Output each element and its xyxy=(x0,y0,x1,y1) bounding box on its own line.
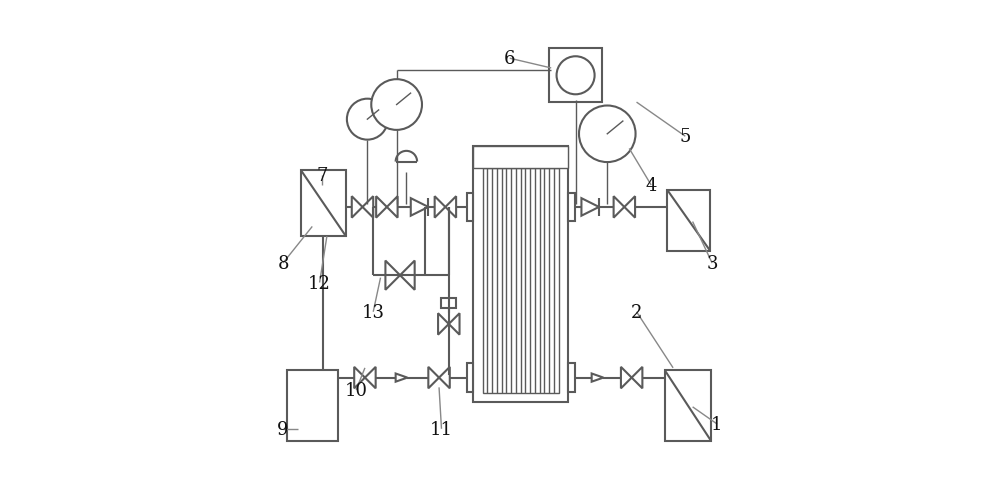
Text: 11: 11 xyxy=(430,420,453,438)
Polygon shape xyxy=(385,261,400,290)
Text: 2: 2 xyxy=(631,303,642,321)
Polygon shape xyxy=(365,367,376,388)
Circle shape xyxy=(371,80,422,131)
Text: 10: 10 xyxy=(345,381,368,399)
Polygon shape xyxy=(396,374,407,382)
Text: 8: 8 xyxy=(277,254,289,272)
Text: 1: 1 xyxy=(711,415,723,433)
Polygon shape xyxy=(624,197,635,218)
Bar xyxy=(467,364,473,392)
Text: 4: 4 xyxy=(645,177,657,195)
Polygon shape xyxy=(411,199,428,216)
Bar xyxy=(473,147,568,402)
Text: 3: 3 xyxy=(706,254,718,272)
Text: 13: 13 xyxy=(362,303,385,321)
Text: 9: 9 xyxy=(277,420,289,438)
Polygon shape xyxy=(376,197,387,218)
Bar xyxy=(549,49,602,103)
Bar xyxy=(483,168,559,393)
Polygon shape xyxy=(387,197,398,218)
Polygon shape xyxy=(400,261,415,290)
Polygon shape xyxy=(621,367,632,388)
Polygon shape xyxy=(449,314,460,335)
Polygon shape xyxy=(614,197,624,218)
Circle shape xyxy=(579,106,636,163)
Bar xyxy=(441,299,456,308)
Text: 7: 7 xyxy=(316,167,328,185)
Bar xyxy=(467,193,473,222)
Polygon shape xyxy=(362,197,373,218)
Polygon shape xyxy=(354,367,365,388)
Bar xyxy=(301,171,346,237)
Circle shape xyxy=(347,100,388,141)
Polygon shape xyxy=(352,197,362,218)
Bar xyxy=(568,364,575,392)
Circle shape xyxy=(557,57,595,95)
Polygon shape xyxy=(435,197,445,218)
Bar xyxy=(287,370,338,441)
Polygon shape xyxy=(439,367,450,388)
Polygon shape xyxy=(428,367,439,388)
Bar xyxy=(473,147,568,168)
Text: 12: 12 xyxy=(308,274,331,292)
Polygon shape xyxy=(632,367,642,388)
Bar xyxy=(667,190,710,251)
Bar xyxy=(665,370,711,441)
Polygon shape xyxy=(581,199,599,216)
Polygon shape xyxy=(445,197,456,218)
Text: 6: 6 xyxy=(504,50,516,68)
Text: 5: 5 xyxy=(680,128,691,146)
Polygon shape xyxy=(592,374,603,382)
Polygon shape xyxy=(438,314,449,335)
Bar xyxy=(568,193,575,222)
